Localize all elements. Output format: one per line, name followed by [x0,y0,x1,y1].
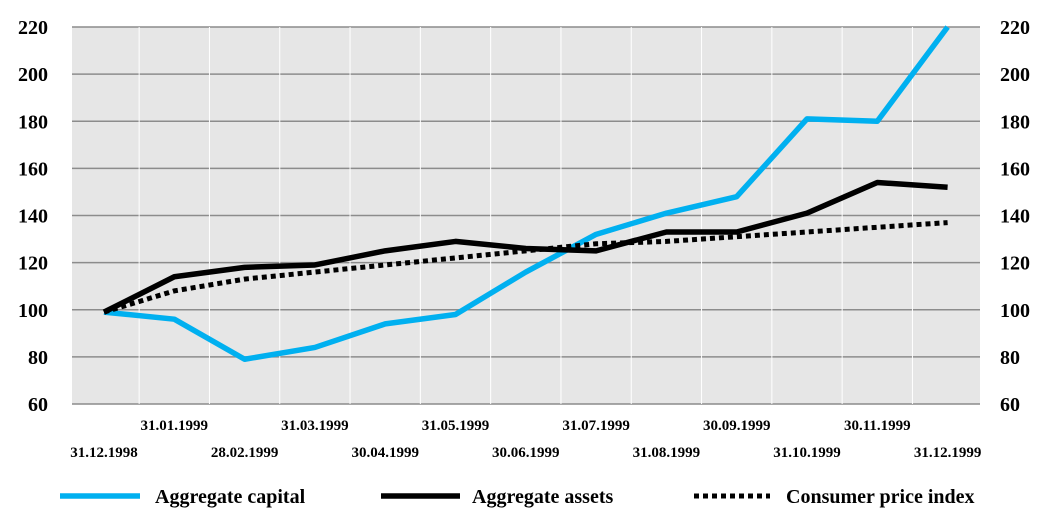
y-tick-label: 140 [18,206,48,228]
x-tick-label: 31.10.1999 [773,445,841,461]
x-tick-label: 31.01.1999 [141,418,209,434]
series-line-3 [103,220,948,315]
legend: Aggregate capital Aggregate assets Consume… [60,486,975,508]
y-tick-label: 140 [1000,206,1030,228]
y-tick-label: 160 [18,158,48,180]
y-tick-label: 80 [28,347,48,369]
y-tick-label: 160 [1000,158,1030,180]
y-tick-label: 60 [28,394,48,416]
y-tick-label: 180 [1000,111,1030,133]
y-tick-label: 180 [18,111,48,133]
x-tick-label: 31.05.1999 [422,418,490,434]
series-lines [102,25,950,362]
x-tick-label: 31.03.1999 [281,418,349,434]
y-tick-label: 220 [18,17,48,39]
x-tick-label: 31.12.1999 [914,445,982,461]
y-tick-label: 120 [18,253,48,275]
y-tick-label: 220 [1000,17,1030,39]
series-line-1 [103,25,950,362]
y-tick-label: 80 [1000,347,1020,369]
x-tick-label: 30.06.1999 [492,445,560,461]
y-tick-label: 100 [1000,300,1030,322]
y-axis-left: 60 80 100 120 140 160 180 200 220 [18,17,48,416]
x-tick-label: 30.11.1999 [844,418,911,434]
x-tick-label: 31.07.1999 [562,418,630,434]
y-tick-label: 120 [1000,253,1030,275]
y-tick-label: 100 [18,300,48,322]
x-axis: 31.12.199831.01.199928.02.199931.03.1999… [70,418,981,461]
legend-label: Aggregate assets [472,486,613,508]
x-tick-label: 28.02.1999 [211,445,279,461]
y-tick-label: 60 [1000,394,1020,416]
legend-label: Aggregate capital [155,486,306,508]
y-tick-label: 200 [18,64,48,86]
x-tick-label: 30.09.1999 [703,418,771,434]
y-axis-right: 60 80 100 120 140 160 180 200 220 [1000,17,1030,416]
legend-label: Consumer price index [786,486,975,508]
x-tick-label: 31.12.1998 [70,445,138,461]
x-tick-label: 31.08.1999 [633,445,701,461]
x-tick-label: 30.04.1999 [351,445,419,461]
y-tick-label: 200 [1000,64,1030,86]
